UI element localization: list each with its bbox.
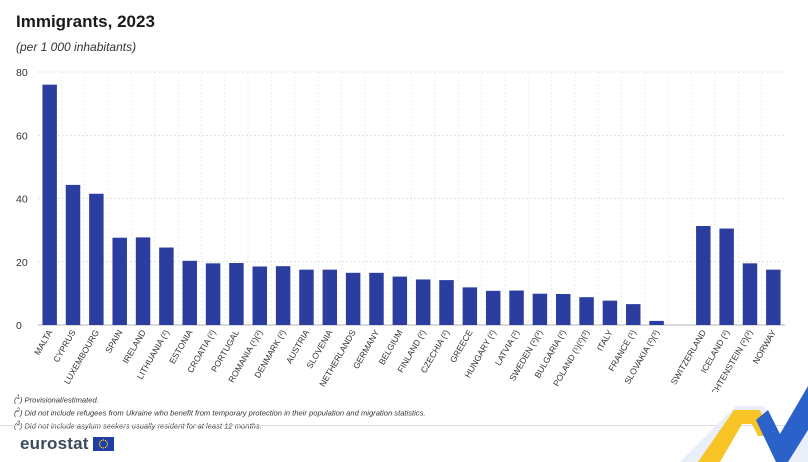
x-category-label: SPAIN <box>103 328 124 355</box>
bar-lithuania <box>159 247 174 325</box>
bar-slovakia <box>649 320 664 325</box>
bar-netherlands <box>345 272 361 325</box>
bar-austria <box>299 269 314 325</box>
footnote-3-mark-open: ( <box>14 421 17 431</box>
y-tick-label: 0 <box>16 320 22 332</box>
footnote-1-mark: 1 <box>16 395 20 401</box>
footnote-2-mark: 2 <box>16 408 20 415</box>
footnote-3-mark-close: ) <box>19 421 23 431</box>
bar-iceland <box>719 228 734 325</box>
y-tick-label: 80 <box>16 67 28 79</box>
bar-latvia <box>509 290 524 325</box>
footnote-1-mark-open: ( <box>14 395 17 405</box>
footnote-1-text: Provisional/estimated. <box>24 395 99 405</box>
footnotes: (1) Provisional/estimated. (2) Did not i… <box>14 393 426 432</box>
bar-norway <box>766 269 781 325</box>
bar-belgium <box>392 276 408 325</box>
y-tick-label: 60 <box>16 130 28 142</box>
eu-flag-icon <box>92 437 114 451</box>
footnote-2-mark-close: ) <box>19 408 23 418</box>
bar-finland <box>415 279 431 325</box>
bar-spain <box>112 237 127 325</box>
chart-subtitle: (per 1 000 inhabitants) <box>16 40 137 54</box>
x-category-label: ITALY <box>595 328 615 353</box>
footnote-3-text: Did not include asylum seekers usually r… <box>24 421 262 431</box>
bar-croatia <box>205 263 221 325</box>
footnote-3: (3) Did not include asylum seekers usual… <box>14 419 426 432</box>
y-tick-label: 40 <box>16 194 28 206</box>
bar-italy <box>602 300 618 325</box>
bar-germany <box>369 272 384 325</box>
footnote-2: (2) Did not include refugees from Ukrain… <box>14 406 426 419</box>
bar-slovenia <box>322 269 338 325</box>
bar-ireland <box>135 237 151 325</box>
footnote-3-mark: 3 <box>17 421 20 427</box>
eurostat-logo: eurostat <box>20 434 114 454</box>
bar-liechtenstein <box>742 263 758 325</box>
y-tick-label: 20 <box>16 257 28 269</box>
logo-text: eurostat <box>20 434 89 453</box>
bar-estonia <box>182 260 197 325</box>
bar-romania <box>252 266 268 325</box>
bar-luxembourg <box>89 193 104 325</box>
bar-switzerland <box>696 226 711 325</box>
bar-bulgaria <box>555 294 571 325</box>
bar-portugal <box>229 263 244 325</box>
footnote-1: (1) Provisional/estimated. <box>14 393 426 406</box>
bar-france <box>626 304 641 325</box>
bar-poland <box>579 297 594 325</box>
x-category-label: NORWAY <box>751 328 779 366</box>
y-axis-ticks: 0 20 40 60 80 <box>16 67 28 332</box>
chart-title: Immigrants, 2023 <box>16 12 155 31</box>
footnote-2-text: Did not include refugees from Ukraine wh… <box>24 408 426 418</box>
bar-czechia <box>439 280 454 325</box>
bar-malta <box>42 84 57 326</box>
footnote-1-mark-close: ) <box>19 395 23 405</box>
bar-greece <box>462 287 478 325</box>
bar-hungary <box>485 290 501 325</box>
footer-divider <box>0 425 808 426</box>
bars <box>42 84 781 326</box>
decorative-ribbon <box>680 386 808 462</box>
bar-denmark <box>275 266 291 325</box>
bar-sweden <box>532 293 548 325</box>
x-category-label: MALTA <box>32 328 54 357</box>
footnote-2-mark-open: ( <box>14 408 17 418</box>
bar-cyprus <box>65 184 81 325</box>
